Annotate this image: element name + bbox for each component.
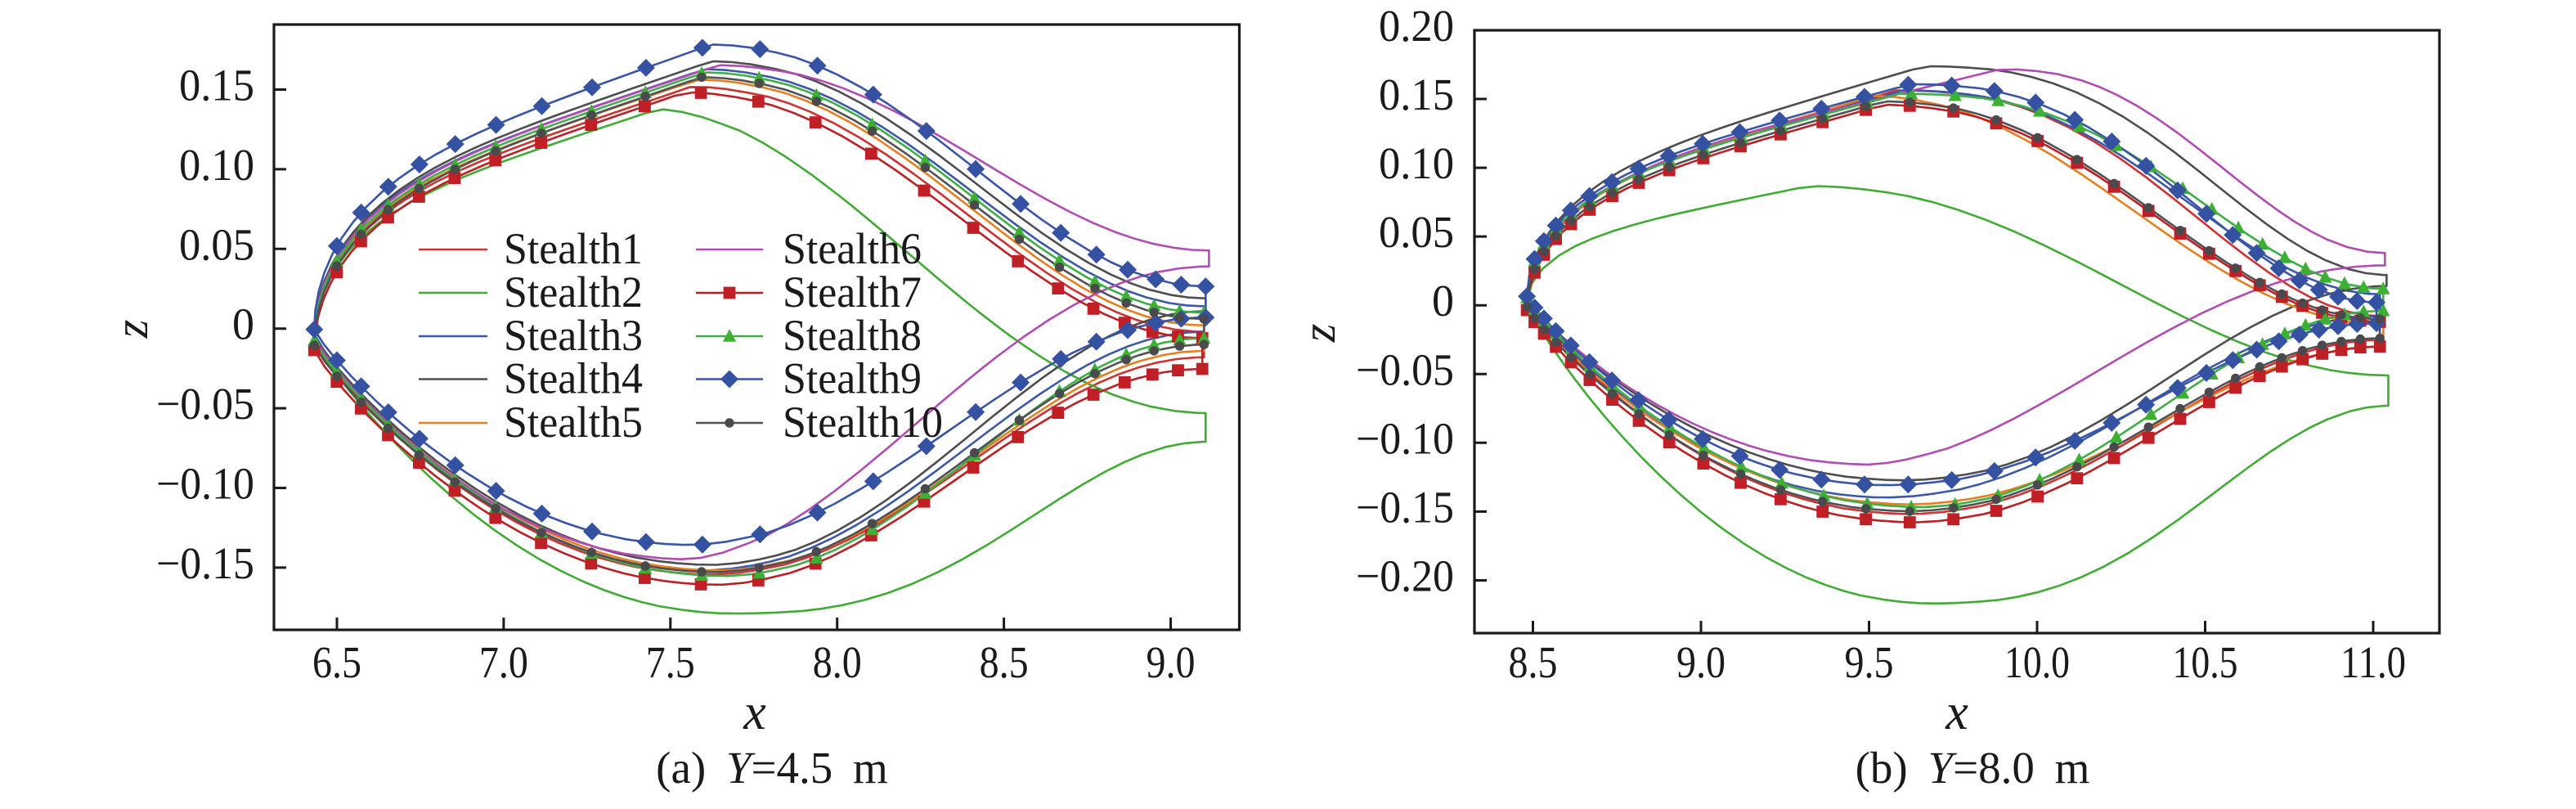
svg-text:9.0: 9.0	[1147, 637, 1196, 687]
svg-text:6.5: 6.5	[312, 637, 361, 687]
svg-text:0.05: 0.05	[1379, 207, 1454, 257]
svg-text:7.5: 7.5	[646, 637, 695, 687]
svg-text:Stealth9: Stealth9	[783, 354, 922, 403]
svg-text:9.5: 9.5	[1845, 637, 1894, 687]
svg-text:8.5: 8.5	[980, 637, 1029, 687]
svg-text:−0.05: −0.05	[156, 379, 254, 429]
svg-text:0.10: 0.10	[1379, 138, 1454, 188]
svg-text:−0.15: −0.15	[1356, 482, 1454, 532]
svg-text:7.0: 7.0	[479, 637, 528, 687]
svg-text:0.15: 0.15	[1379, 70, 1454, 119]
svg-text:Stealth10: Stealth10	[783, 398, 943, 447]
svg-text:z: z	[105, 320, 158, 339]
svg-text:x: x	[743, 685, 766, 740]
svg-text:−0.10: −0.10	[1356, 413, 1454, 463]
svg-text:x: x	[1945, 685, 1968, 740]
svg-text:Stealth1: Stealth1	[504, 224, 643, 273]
svg-text:Stealth8: Stealth8	[783, 311, 922, 360]
svg-text:9.0: 9.0	[1676, 637, 1726, 687]
svg-text:−0.20: −0.20	[1356, 551, 1454, 601]
svg-text:11.0: 11.0	[2340, 637, 2406, 687]
svg-text:0.10: 0.10	[179, 140, 254, 190]
svg-text:10.5: 10.5	[2173, 637, 2238, 687]
svg-text:0: 0	[1432, 276, 1454, 326]
svg-text:z: z	[1292, 324, 1345, 344]
svg-text:Stealth5: Stealth5	[504, 398, 643, 447]
svg-text:−0.10: −0.10	[156, 459, 254, 509]
svg-text:8.0: 8.0	[813, 637, 862, 687]
svg-text:Stealth3: Stealth3	[504, 311, 643, 360]
svg-text:Stealth7: Stealth7	[783, 267, 922, 317]
svg-text:(a) Y=4.5 m: (a) Y=4.5 m	[656, 743, 888, 793]
svg-text:Stealth2: Stealth2	[504, 267, 643, 317]
svg-text:0: 0	[232, 299, 254, 349]
svg-text:10.0: 10.0	[2004, 637, 2070, 687]
svg-text:−0.05: −0.05	[1356, 344, 1454, 394]
svg-text:Stealth4: Stealth4	[504, 354, 643, 403]
svg-text:Stealth6: Stealth6	[783, 224, 922, 273]
svg-text:8.5: 8.5	[1509, 637, 1558, 687]
svg-text:0.20: 0.20	[1379, 1, 1454, 51]
svg-text:0.15: 0.15	[179, 61, 254, 110]
svg-text:(b) Y=8.0 m: (b) Y=8.0 m	[1856, 743, 2090, 793]
svg-text:0.05: 0.05	[179, 219, 254, 269]
svg-text:−0.15: −0.15	[156, 538, 254, 588]
